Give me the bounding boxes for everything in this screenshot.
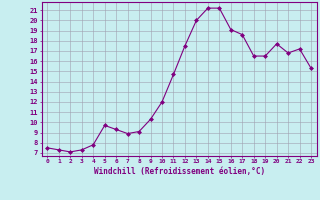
X-axis label: Windchill (Refroidissement éolien,°C): Windchill (Refroidissement éolien,°C) [94, 167, 265, 176]
